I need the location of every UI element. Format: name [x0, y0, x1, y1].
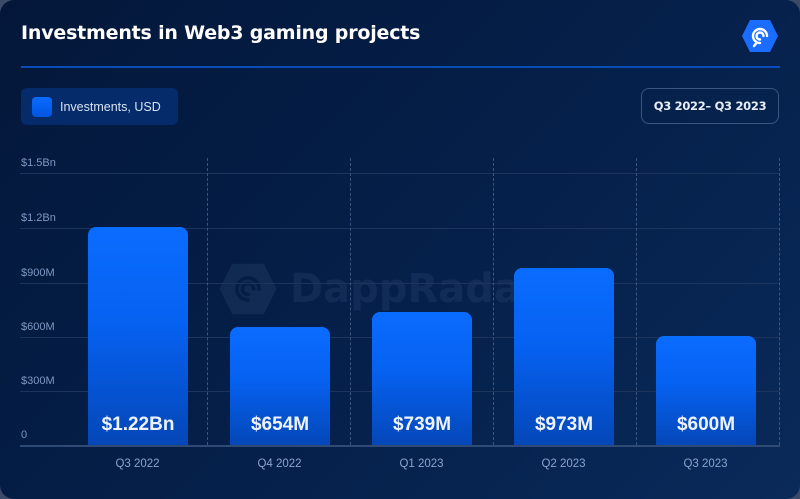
ytick-label: $1.2Bn	[21, 212, 56, 224]
gridline-1500m	[20, 173, 780, 174]
category-separator	[779, 158, 780, 445]
watermark-logo-icon	[219, 263, 277, 315]
chart-title: Investments in Web3 gaming projects	[21, 22, 421, 44]
watermark-text: DappRadar	[290, 266, 541, 312]
xtick-label: Q1 2023	[399, 458, 444, 470]
bar-q2-2023[interactable]: $973M	[514, 268, 614, 445]
bar-q4-2022[interactable]: $654M	[230, 327, 330, 445]
dappradar-logo-icon	[742, 20, 778, 52]
gridline-zero	[20, 445, 780, 447]
ytick-label: $300M	[21, 375, 55, 387]
xtick-label: Q3 2022	[115, 458, 160, 470]
bar-value-label: $973M	[534, 414, 594, 435]
xtick-label: Q4 2022	[257, 458, 302, 470]
category-separator	[493, 158, 494, 445]
legend-label-investments: Investments, USD	[60, 99, 161, 114]
ytick-label: 0	[21, 429, 28, 441]
bar-value-label: $654M	[250, 414, 310, 435]
bar-q1-2023[interactable]: $739M	[372, 312, 472, 445]
watermark: DappRadar	[218, 262, 541, 316]
gridline-1200m	[20, 228, 780, 229]
category-separator	[207, 158, 208, 445]
bar-q3-2022[interactable]: $1.22Bn	[88, 227, 188, 445]
legend-swatch-investments	[32, 96, 52, 117]
bar-value-label: $1.22Bn	[101, 414, 175, 435]
legend: Investments, USD	[21, 88, 178, 125]
bar-q3-2023[interactable]: $600M	[656, 336, 756, 445]
category-separator	[636, 158, 637, 445]
title-divider	[21, 66, 780, 68]
bar-value-label: $739M	[392, 414, 452, 435]
date-range-button[interactable]: Q3 2022– Q3 2023	[641, 88, 779, 124]
ytick-label: $1.5Bn	[21, 157, 56, 169]
xtick-label: Q2 2023	[541, 458, 586, 470]
xtick-label: Q3 2023	[683, 458, 728, 470]
ytick-label: $900M	[21, 267, 55, 279]
category-separator	[350, 158, 351, 445]
bar-value-label: $600M	[676, 414, 736, 435]
gridline-900m	[20, 283, 780, 284]
ytick-label: $600M	[21, 321, 55, 333]
